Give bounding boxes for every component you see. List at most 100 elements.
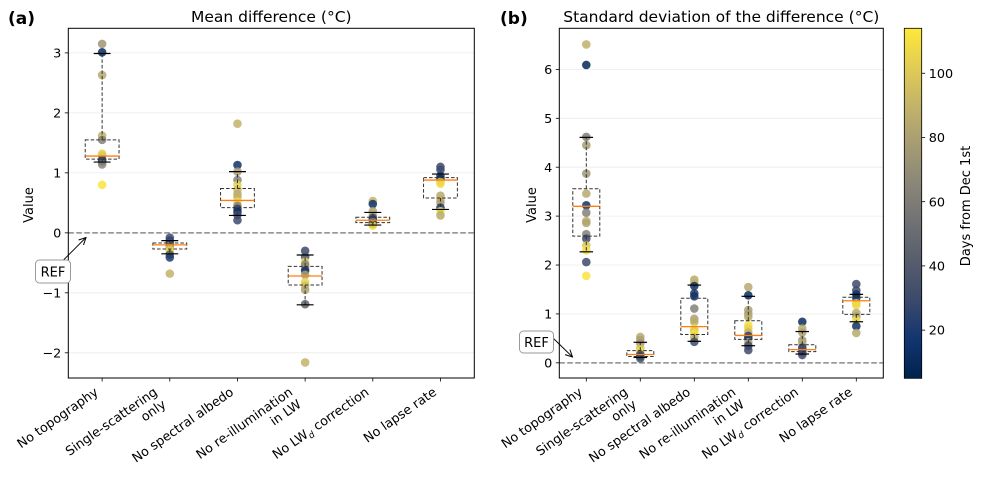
data-point bbox=[744, 291, 753, 300]
data-point bbox=[300, 285, 310, 295]
label-text-after: correction bbox=[307, 385, 372, 437]
box bbox=[626, 350, 655, 357]
plot-area bbox=[559, 40, 884, 364]
panel-label: (a) bbox=[8, 9, 35, 29]
data-point bbox=[300, 270, 310, 280]
y-tick-label: 3 bbox=[53, 46, 61, 61]
box bbox=[84, 139, 120, 160]
data-point bbox=[852, 300, 861, 310]
y-tick-label: 0 bbox=[53, 226, 61, 241]
axes-frame bbox=[67, 27, 475, 379]
box bbox=[152, 242, 188, 250]
boxplot bbox=[220, 171, 255, 217]
box bbox=[355, 216, 391, 224]
boxplot bbox=[842, 293, 871, 323]
data-point bbox=[582, 140, 591, 150]
colorbar-tick-label: 60 bbox=[929, 195, 945, 210]
data-point bbox=[582, 40, 591, 49]
panel-title: Standard deviation of the difference (°C… bbox=[563, 8, 879, 26]
colorbar-tick-label: 80 bbox=[929, 131, 945, 146]
gridlines bbox=[559, 68, 884, 364]
data-point bbox=[690, 317, 699, 327]
panel-title: Mean difference (°C) bbox=[191, 8, 352, 26]
panel-a: (a) Mean difference (°C) Value −2 −1 0 1 2 3 N… bbox=[8, 8, 475, 466]
ref-annotation: REF bbox=[35, 238, 87, 284]
boxplots bbox=[84, 52, 458, 306]
axes-frame bbox=[558, 27, 884, 379]
ref-annotation: REF bbox=[519, 330, 573, 358]
x-tick-label-line: No lapse rate bbox=[361, 385, 440, 446]
data-point bbox=[300, 358, 310, 367]
boxplot bbox=[626, 341, 655, 359]
y-tick-label: 0 bbox=[544, 356, 552, 371]
y-tick-label: 5 bbox=[544, 112, 552, 127]
box bbox=[680, 297, 709, 335]
ref-label: REF bbox=[524, 336, 549, 351]
boxplot bbox=[355, 211, 391, 226]
data-point bbox=[636, 354, 645, 363]
data-point bbox=[300, 246, 310, 256]
ref-label-box bbox=[519, 330, 554, 354]
plot-area bbox=[68, 39, 475, 367]
box bbox=[572, 188, 601, 237]
y-tick-label: −1 bbox=[42, 286, 61, 301]
boxplot bbox=[572, 136, 601, 253]
panel-label: (b) bbox=[500, 9, 528, 29]
scatter-points bbox=[582, 40, 861, 363]
y-tick-label: 4 bbox=[544, 161, 552, 176]
label-text: No LW bbox=[699, 427, 741, 462]
box bbox=[423, 177, 458, 199]
data-point bbox=[436, 165, 445, 175]
data-point bbox=[582, 201, 591, 210]
boxplots bbox=[572, 136, 871, 359]
data-point bbox=[233, 119, 242, 128]
y-tick-label: 1 bbox=[53, 166, 61, 181]
box bbox=[788, 344, 817, 353]
colorbar-tick-label: 40 bbox=[929, 260, 945, 275]
y-axis-label: Value bbox=[525, 187, 540, 223]
y-tick-label: 6 bbox=[544, 63, 552, 78]
box bbox=[220, 187, 255, 209]
label-text: No LW bbox=[270, 427, 312, 462]
data-point bbox=[436, 211, 445, 220]
boxplot bbox=[152, 240, 188, 255]
boxplot bbox=[680, 284, 709, 342]
data-point bbox=[97, 39, 107, 49]
data-point bbox=[368, 199, 378, 209]
data-point bbox=[97, 70, 107, 80]
ref-label: REF bbox=[41, 265, 66, 280]
colorbar-tick-label: 100 bbox=[929, 67, 953, 82]
boxplot bbox=[734, 295, 763, 347]
data-point bbox=[582, 257, 591, 267]
label-text: No lapse rate bbox=[361, 385, 440, 446]
data-point bbox=[582, 169, 591, 178]
label-subscript: d bbox=[307, 430, 318, 442]
x-tick-label: No lapse rate bbox=[361, 385, 440, 446]
data-point bbox=[582, 208, 591, 217]
colorbar-gradient bbox=[903, 27, 923, 379]
box bbox=[842, 296, 871, 315]
box bbox=[734, 320, 763, 340]
data-point bbox=[852, 321, 861, 331]
ref-arrow bbox=[62, 238, 86, 261]
data-point bbox=[582, 271, 591, 281]
colorbar-ticks: 20 40 60 80 100 bbox=[921, 67, 953, 339]
boxplot bbox=[423, 173, 458, 211]
y-tick-label: 2 bbox=[544, 259, 552, 274]
data-point bbox=[165, 253, 175, 262]
colorbar: 20 40 60 80 100 Days from Dec 1st bbox=[903, 27, 974, 379]
y-axis-label: Value bbox=[22, 187, 37, 223]
data-point bbox=[97, 47, 107, 57]
data-point bbox=[233, 215, 242, 225]
y-tick-label: 1 bbox=[544, 308, 552, 323]
data-point bbox=[690, 304, 699, 313]
data-point bbox=[798, 350, 807, 360]
data-point bbox=[582, 189, 591, 198]
panel-b: (b) Standard deviation of the difference… bbox=[499, 8, 884, 466]
data-point bbox=[852, 328, 861, 338]
data-point bbox=[744, 345, 753, 355]
ref-arrow bbox=[553, 338, 573, 358]
ref-label-box bbox=[35, 259, 71, 284]
